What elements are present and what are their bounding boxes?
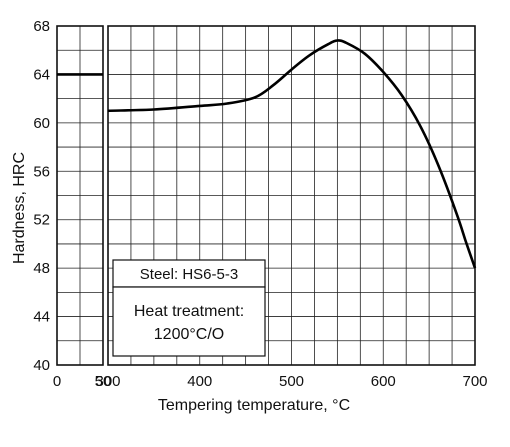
x-tick-label: 600 (371, 373, 396, 390)
x-axis-label: Tempering temperature, °C (158, 397, 350, 414)
series-group (57, 39, 477, 269)
x-tick-label: 400 (187, 373, 212, 390)
right-panel-frame (107, 25, 476, 366)
x-tick-label: 500 (279, 373, 304, 390)
x-tick-label: 0 (53, 373, 61, 390)
x-tick-label: 300 (95, 373, 120, 390)
x-tick-label: 700 (462, 373, 487, 390)
y-tick-label: 60 (33, 115, 50, 132)
legend-treatment-label: Heat treatment: (134, 303, 244, 320)
legend-treatment-value: 1200°C/O (154, 326, 224, 343)
series-line-tempering (107, 39, 477, 269)
left-panel-grid (57, 25, 103, 366)
y-tick-label: 40 (33, 357, 50, 374)
legend-treatment-box (112, 286, 266, 357)
x-tick-label: 50 (95, 373, 112, 390)
y-tick-label: 44 (33, 309, 50, 326)
left-panel-frame (56, 25, 104, 366)
y-tick-label: 48 (33, 260, 50, 277)
legend-steel-box (112, 259, 266, 288)
panel-frames (56, 25, 476, 366)
y-axis-label: Hardness, HRC (11, 152, 28, 264)
y-tick-label: 64 (33, 66, 50, 83)
legend-box: Steel: HS6-5-3 Heat treatment: 1200°C/O (112, 259, 266, 357)
y-tick-label: 68 (33, 18, 50, 35)
legend-steel-label: Steel: HS6-5-3 (140, 266, 238, 283)
y-tick-label: 56 (33, 163, 50, 180)
y-tick-label: 52 (33, 212, 50, 229)
